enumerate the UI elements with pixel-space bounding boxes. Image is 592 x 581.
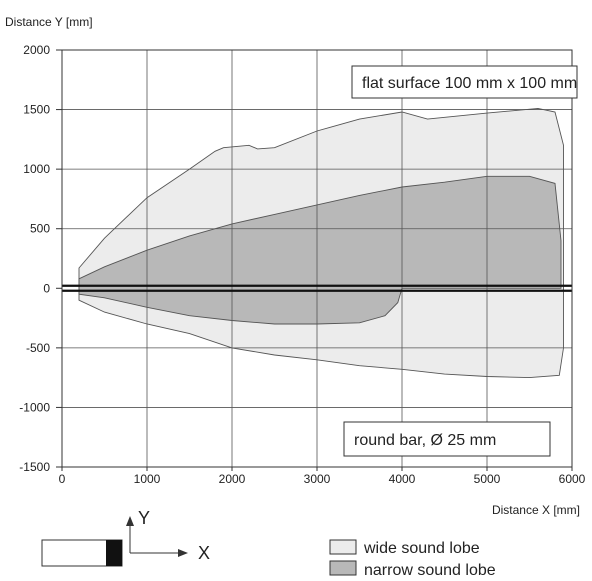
- y-tick-labels: 2000 1500 1000 500 0 -500 -1000 -1500: [19, 43, 62, 474]
- x-tick-label: 2000: [219, 472, 246, 486]
- x-tick-label: 6000: [559, 472, 586, 486]
- legend-label-narrow: narrow sound lobe: [364, 562, 496, 579]
- y-tick-label: 2000: [23, 43, 50, 57]
- y-tick-label: 1000: [23, 162, 50, 176]
- annotation-flat-surface: flat surface 100 mm x 100 mm: [351, 65, 578, 99]
- x-tick-label: 1000: [134, 472, 161, 486]
- annotation-round-bar-label: round bar, Ø 25 mm: [354, 432, 496, 449]
- x-tick-labels: 0 1000 2000 3000 4000 5000 6000: [59, 467, 586, 486]
- y-tick-label: -500: [26, 341, 50, 355]
- x-tick-label: 5000: [474, 472, 501, 486]
- sensor-head: [106, 540, 122, 566]
- x-tick-label: 4000: [389, 472, 416, 486]
- y-axis-title: Distance Y [mm]: [5, 15, 93, 29]
- y-arrowhead: [126, 516, 134, 526]
- legend: wide sound lobe narrow sound lobe: [329, 539, 496, 579]
- annotation-flat-surface-label: flat surface 100 mm x 100 mm: [362, 75, 577, 92]
- x-axis-title: Distance X [mm]: [492, 503, 580, 517]
- legend-swatch-narrow: [329, 560, 357, 576]
- diagram-x-label: X: [198, 543, 210, 563]
- annotation-round-bar: round bar, Ø 25 mm: [343, 421, 551, 457]
- y-tick-label: 1500: [23, 103, 50, 117]
- x-tick-label: 0: [59, 472, 66, 486]
- lobe-area-narrow: [78, 175, 562, 325]
- lobe-areas: [78, 107, 564, 379]
- legend-swatch-wide: [329, 539, 357, 555]
- sensor-axes-diagram: Y X: [41, 508, 210, 567]
- legend-label-wide: wide sound lobe: [363, 540, 480, 557]
- y-tick-label: -1500: [19, 460, 50, 474]
- x-tick-label: 3000: [304, 472, 331, 486]
- diagram-y-label: Y: [138, 508, 150, 528]
- x-arrowhead: [178, 549, 188, 557]
- y-tick-label: -1000: [19, 400, 50, 414]
- grid-lines: [62, 50, 572, 467]
- y-tick-label: 500: [30, 222, 50, 236]
- y-tick-label: 0: [43, 281, 50, 295]
